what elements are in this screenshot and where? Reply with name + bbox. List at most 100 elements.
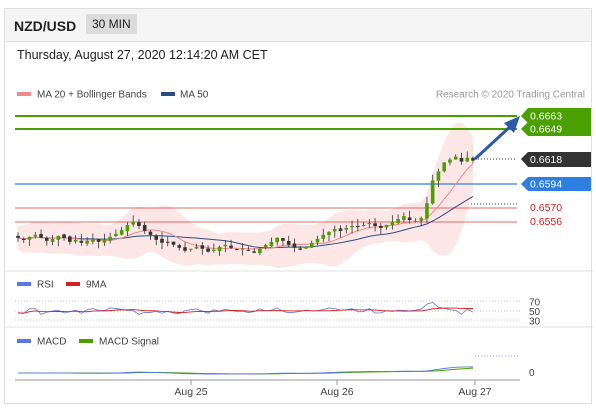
candle-body bbox=[68, 236, 72, 242]
candle-body bbox=[235, 249, 239, 251]
candle-body bbox=[327, 231, 331, 236]
candle-body bbox=[373, 223, 377, 226]
candle-body bbox=[338, 228, 343, 231]
support1-value: 0.6570 bbox=[530, 202, 562, 214]
interval-badge[interactable]: 30 MIN bbox=[86, 14, 137, 34]
rsi-level-70: 70 bbox=[529, 298, 541, 309]
rsi-ma-legend-label: 9MA bbox=[86, 280, 107, 291]
candle-body bbox=[309, 242, 314, 248]
rsi-level-30: 30 bbox=[529, 317, 541, 328]
candle-body bbox=[344, 227, 349, 230]
candle-body bbox=[102, 239, 107, 243]
candle-body bbox=[315, 238, 320, 243]
rsi-level-50: 50 bbox=[529, 307, 541, 318]
candle-body bbox=[62, 234, 66, 238]
candle-body bbox=[119, 229, 124, 235]
macd-zero-label: 0 bbox=[529, 368, 535, 379]
candle-body bbox=[269, 241, 274, 247]
candle-body bbox=[108, 236, 112, 241]
candle-body bbox=[436, 171, 441, 181]
candle-body bbox=[430, 180, 435, 204]
target-low-tag bbox=[521, 122, 591, 136]
candle-body bbox=[471, 157, 475, 161]
candle-body bbox=[292, 243, 297, 248]
candle-body bbox=[177, 245, 182, 248]
rsi-ma-legend-swatch bbox=[66, 282, 80, 286]
candle-body bbox=[465, 157, 470, 162]
candle-body bbox=[332, 228, 337, 232]
candle-body bbox=[275, 237, 279, 243]
rsi-line bbox=[17, 301, 474, 315]
candle-body bbox=[125, 224, 130, 232]
candle-body bbox=[39, 234, 43, 238]
candle-body bbox=[281, 238, 285, 241]
ma50-legend-label: MA 50 bbox=[180, 90, 209, 101]
candle-body bbox=[131, 222, 135, 225]
candle-body bbox=[453, 156, 458, 160]
candle-body bbox=[448, 159, 452, 163]
ma20-legend-label: MA 20 + Bollinger Bands bbox=[37, 90, 147, 101]
candle-body bbox=[148, 231, 153, 235]
ma20-legend-swatch bbox=[17, 92, 31, 96]
candle-body bbox=[217, 246, 222, 252]
candle-body bbox=[304, 246, 308, 249]
candle-body bbox=[384, 224, 389, 228]
rsi-legend-label: RSI bbox=[37, 280, 54, 291]
macd-legend-swatch bbox=[17, 339, 31, 343]
candle-body bbox=[194, 246, 199, 249]
candle-body bbox=[154, 235, 159, 240]
pivot-tag bbox=[521, 177, 591, 191]
candle-body bbox=[160, 238, 164, 243]
candle-body bbox=[246, 249, 251, 251]
candle-body bbox=[407, 217, 412, 221]
candlesticks bbox=[16, 151, 475, 257]
candle-body bbox=[459, 157, 464, 162]
candle-body bbox=[79, 240, 84, 243]
candle-body bbox=[263, 244, 268, 248]
chart-datetime: Thursday, August 27, 2020 12:14:20 AM CE… bbox=[17, 48, 268, 62]
candle-body bbox=[240, 248, 245, 250]
projection-arrow-head bbox=[504, 116, 520, 133]
candle-body bbox=[137, 222, 141, 226]
candle-body bbox=[252, 251, 256, 253]
candle-body bbox=[229, 245, 233, 248]
candle-body bbox=[85, 240, 89, 244]
candle-body bbox=[402, 216, 406, 220]
ma50-legend-swatch bbox=[161, 92, 175, 96]
candle-body bbox=[16, 235, 20, 238]
candle-body bbox=[188, 248, 193, 250]
current-price-value: 0.6618 bbox=[530, 154, 562, 166]
candle-body bbox=[165, 241, 170, 243]
rsi-legend-swatch bbox=[17, 282, 31, 286]
price-chart: MA 20 + Bollinger Bands MA 50 Research ©… bbox=[5, 90, 593, 398]
target-low-value: 0.6649 bbox=[530, 124, 562, 136]
support2-value: 0.6556 bbox=[530, 216, 562, 228]
rsi-ma-line bbox=[17, 307, 474, 314]
macd-signal-legend-swatch bbox=[79, 339, 93, 343]
candle-body bbox=[212, 249, 216, 251]
candle-body bbox=[286, 240, 291, 245]
candle-body bbox=[223, 244, 228, 247]
macd-legend-label: MACD bbox=[37, 337, 66, 348]
current-price-tag bbox=[521, 152, 591, 167]
candle-body bbox=[321, 234, 326, 239]
candle-body bbox=[361, 224, 366, 226]
chart-widget: NZD/USD 30 MIN Thursday, August 27, 2020… bbox=[4, 8, 593, 404]
bollinger-band bbox=[18, 122, 473, 269]
candle-body bbox=[298, 248, 303, 250]
symbol-label: NZD/USD bbox=[14, 18, 77, 34]
x-label-aug26: Aug 26 bbox=[320, 386, 353, 398]
candle-body bbox=[50, 238, 55, 242]
candle-body bbox=[390, 222, 395, 226]
candle-body bbox=[367, 222, 372, 224]
projection-arrow-shaft bbox=[473, 122, 515, 161]
candle-body bbox=[425, 203, 429, 219]
candle-body bbox=[356, 225, 360, 227]
candle-body bbox=[44, 237, 49, 241]
candle-body bbox=[73, 239, 78, 242]
candle-body bbox=[96, 239, 101, 242]
macd-line bbox=[17, 366, 474, 375]
candle-body bbox=[91, 238, 95, 242]
candle-body bbox=[350, 225, 354, 228]
research-credit: Research © 2020 Trading Central bbox=[436, 90, 585, 101]
